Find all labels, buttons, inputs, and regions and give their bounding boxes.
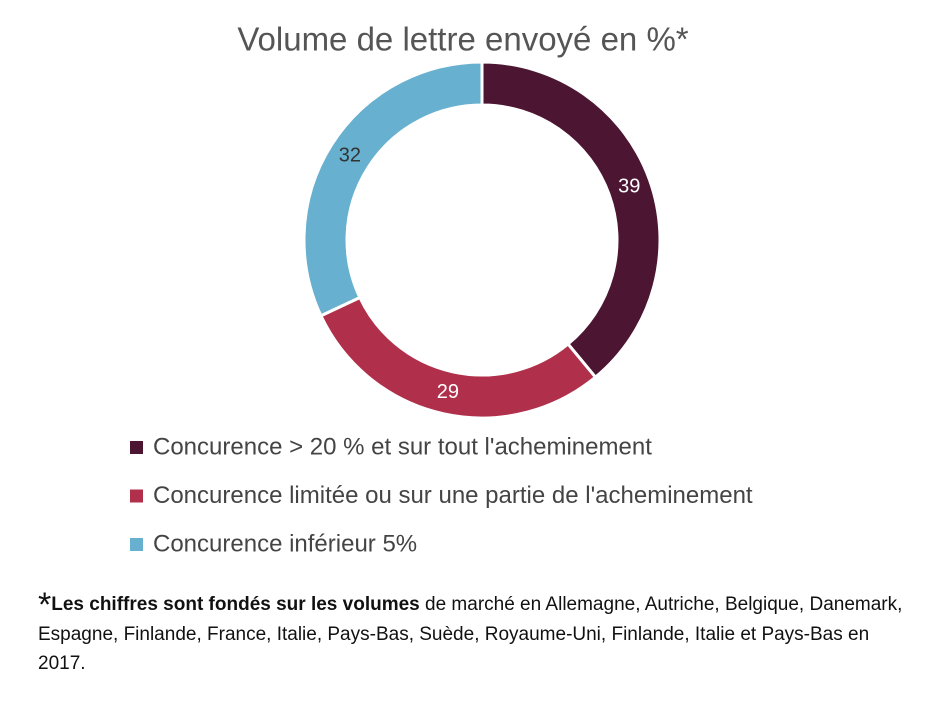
footnote-marker: * (38, 586, 52, 624)
data-label: 39 (618, 175, 640, 197)
donut-segment (302, 60, 484, 318)
legend-swatch (130, 441, 143, 454)
footnote-text: de marché en Allemagne, Autriche, Belgiq… (38, 594, 903, 674)
legend-swatch (130, 489, 143, 503)
legend-label: Concurence inférieur 5% (153, 530, 417, 557)
footnote: *Les chiffres sont fondés sur les volume… (38, 588, 913, 678)
data-label: 29 (437, 381, 459, 403)
legend-swatch (130, 538, 143, 551)
footnote-bold: Les chiffres sont fondés sur les volumes (51, 594, 420, 615)
chart: Volume de lettre envoyé en %* 39 29 32 Conc… (130, 21, 753, 557)
donut-segment (480, 60, 662, 380)
legend-label: Concurence > 20 % et sur tout l'achemine… (153, 433, 652, 460)
data-label: 32 (339, 144, 361, 166)
chart-title: Volume de lettre envoyé en %* (237, 21, 688, 58)
legend-label: Concurence limitée ou sur une partie de … (153, 482, 753, 509)
